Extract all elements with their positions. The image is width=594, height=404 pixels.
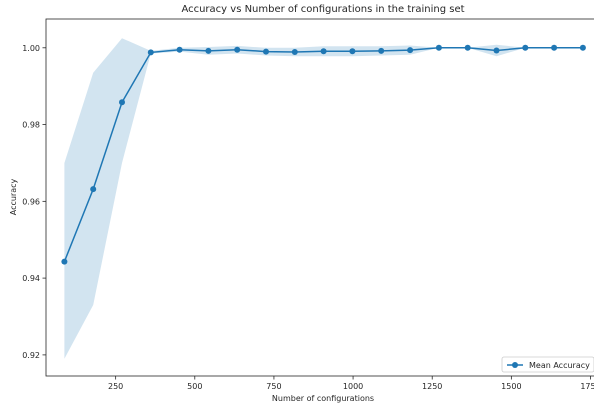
data-point: [90, 186, 97, 193]
data-point: [234, 46, 241, 53]
data-point: [579, 44, 586, 51]
data-point: [493, 47, 500, 54]
confidence-band-layer: [64, 38, 583, 359]
y-axis-ticks: 0.92 0.94 0.96 0.98 1.00: [22, 44, 46, 360]
x-axis-label: Number of configurations: [272, 394, 374, 403]
data-point: [349, 48, 356, 55]
data-point: [522, 44, 529, 51]
y-tick-label: 1.00: [22, 44, 40, 53]
confidence-band: [64, 38, 583, 359]
data-point: [435, 44, 442, 51]
y-tick-label: 0.96: [22, 197, 40, 206]
chart-title: Accuracy vs Number of configurations in …: [181, 4, 464, 15]
plot-frame: [45, 18, 594, 377]
y-tick-label: 0.92: [22, 351, 40, 360]
data-point: [263, 48, 269, 55]
x-tick-label: 500: [187, 382, 202, 391]
data-point: [378, 47, 385, 54]
data-point: [176, 46, 183, 53]
y-axis-label: Accuracy: [9, 178, 18, 215]
data-point: [61, 258, 68, 265]
data-point: [205, 47, 212, 54]
data-point: [464, 44, 471, 51]
x-tick-label: 1000: [343, 382, 363, 391]
data-point: [291, 49, 298, 55]
y-tick-label: 0.94: [22, 274, 40, 283]
x-tick-label: 750: [266, 382, 281, 391]
x-tick-label: 250: [108, 382, 123, 391]
data-points-layer: [61, 44, 586, 265]
data-point: [147, 49, 154, 56]
legend-label: Mean Accuracy: [529, 361, 590, 370]
data-point: [320, 48, 327, 55]
data-point: [407, 47, 414, 54]
x-tick-label: 1500: [501, 382, 521, 391]
x-tick-label: 1250: [422, 382, 442, 391]
data-point: [551, 44, 558, 51]
legend: Mean Accuracy: [501, 356, 594, 373]
legend-point-marker: [512, 362, 518, 368]
data-point: [119, 99, 125, 106]
y-tick-label: 0.98: [22, 121, 40, 130]
legend-box: [501, 356, 594, 373]
